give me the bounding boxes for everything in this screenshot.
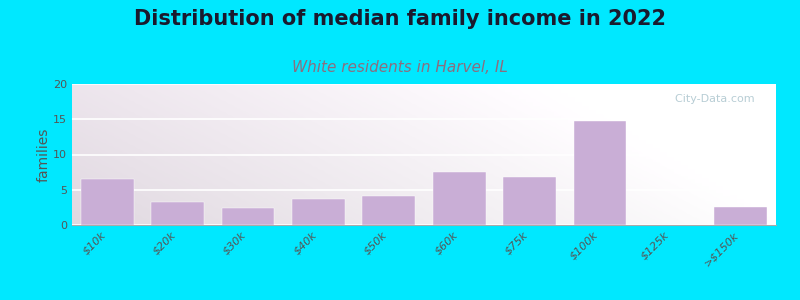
Bar [503,177,556,225]
Bar [292,199,345,225]
Y-axis label: families: families [36,127,50,182]
Bar [433,172,486,225]
Text: White residents in Harvel, IL: White residents in Harvel, IL [292,60,508,75]
Text: City-Data.com: City-Data.com [668,94,755,104]
Text: Distribution of median family income in 2022: Distribution of median family income in … [134,9,666,29]
Bar [574,121,626,225]
Bar [222,208,274,225]
Bar [362,196,415,225]
Bar [151,202,204,225]
Bar [714,207,767,225]
Bar [81,179,134,225]
